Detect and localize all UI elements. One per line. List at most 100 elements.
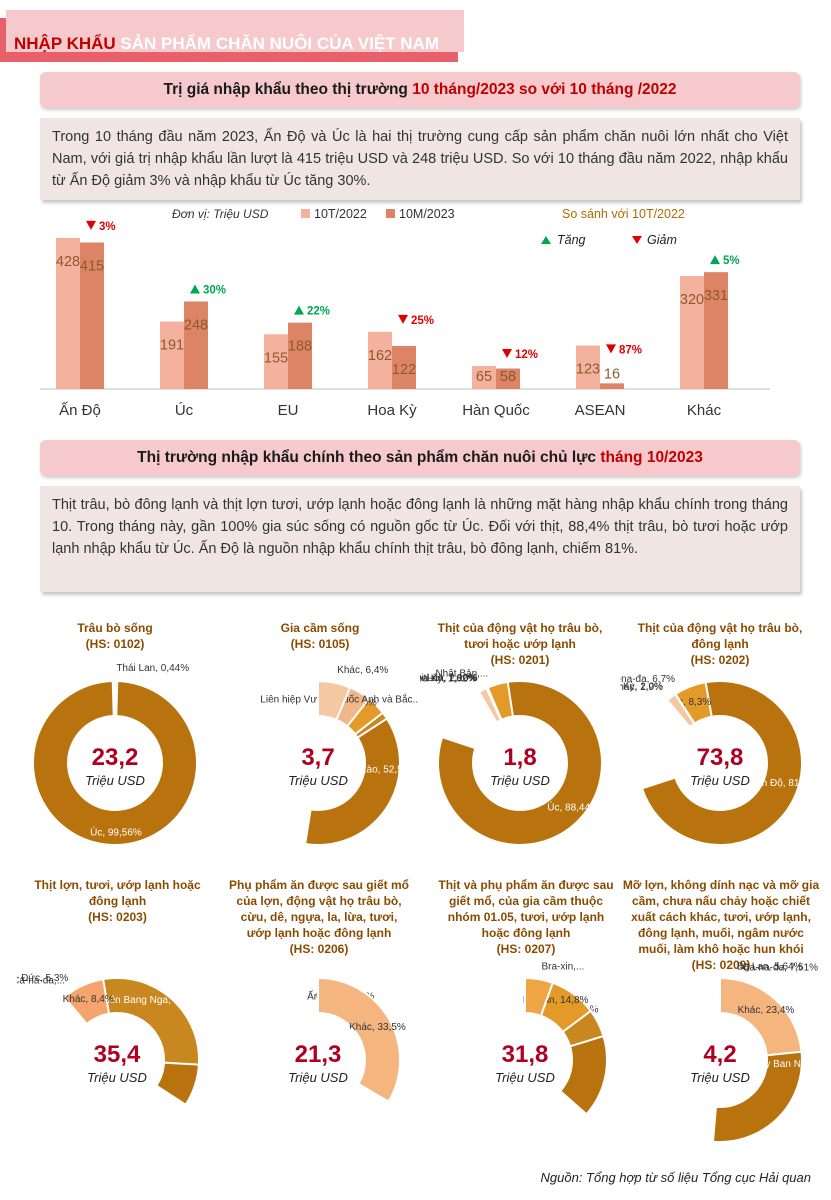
bar-2023 xyxy=(288,322,312,389)
donut-slice-label: Ca-na-đa, 6,7% xyxy=(620,674,675,685)
change-label: 87% xyxy=(619,344,642,356)
legend-label-2023: 10M/2023 xyxy=(399,207,455,221)
donut-center-value: 35,4 xyxy=(94,1041,141,1068)
section1-heading: Trị giá nhập khẩu theo thị trường 10 thá… xyxy=(40,72,800,108)
donut-title-text: Mỡ lợn, không dính nạc và mỡ gia cầm, ch… xyxy=(622,878,820,956)
value-label-2022: 320 xyxy=(680,292,704,308)
donut-slice xyxy=(524,976,555,1018)
donut-title: Thịt của động vật họ trâu bò, tươi hoặc … xyxy=(430,620,610,668)
value-label-2023: 248 xyxy=(184,317,208,333)
category-label: Úc xyxy=(175,402,194,419)
donut-center-value: 4,2 xyxy=(703,1041,736,1068)
value-label-2023: 331 xyxy=(704,288,728,304)
donut-chart: Đức, 24,13%Liên Bang Nga, 20,54%Úc, 11,0… xyxy=(273,976,412,1105)
donut-title: Thịt và phụ phẩm ăn được sau giết mổ, củ… xyxy=(435,877,617,957)
donut-slice-label: Khác, 23,4% xyxy=(738,1005,795,1016)
change-label: 12% xyxy=(515,349,538,361)
title-band-front xyxy=(6,10,464,52)
donut-slice-label: Khác, 6,4% xyxy=(337,665,388,676)
donut-slice xyxy=(317,679,352,722)
value-label-2022: 123 xyxy=(576,362,600,378)
value-label-2023: 58 xyxy=(500,369,516,385)
section2-heading: Thị trường nhập khẩu chính theo sản phẩm… xyxy=(40,440,800,476)
donut-chart: Bra-xin, 45,3%Liên Bang Nga, 37%Đức, 5,3… xyxy=(17,973,200,1107)
donut-slice-label: Niu Di-Lân, 2,10% xyxy=(420,673,478,684)
change-label: 30% xyxy=(203,284,226,296)
bar-chart: Đơn vị: Triệu USD 10T/2022 10M/2023 So sánh… xyxy=(40,207,770,419)
value-label-2022: 162 xyxy=(368,348,392,364)
change-down-icon xyxy=(398,314,408,324)
legend-down-icon xyxy=(632,236,642,244)
category-label: Ấn Độ xyxy=(59,402,101,419)
donut-chart: Úc, 99,56% Thái Lan, 0,44% 23,2 Triệu USD xyxy=(32,663,198,846)
donut-title: Phụ phẩm ăn được sau giết mổ của lợn, độ… xyxy=(228,877,410,957)
donut-slice-label: Lào, 52,5% xyxy=(361,764,412,775)
value-label-2023: 16 xyxy=(604,366,620,382)
donut-slice-label: Khác, 1,9% xyxy=(620,682,663,693)
category-label: Hàn Quốc xyxy=(462,402,530,419)
donut-hole xyxy=(675,718,765,808)
donut-slice-label: Tây Ban Nha,... xyxy=(754,1059,820,1070)
donut-slice-label: Ca-na-đa,... xyxy=(17,975,65,986)
donut-code: (HS: 0202) xyxy=(690,653,750,667)
change-up-icon xyxy=(294,305,304,315)
donut-hole xyxy=(273,718,363,808)
legend-up-icon xyxy=(541,236,551,244)
donut-slice-label: Bra-xin,... xyxy=(542,961,585,972)
donut-center-value: 73,8 xyxy=(697,744,744,771)
donut-title: Mỡ lợn, không dính nạc và mỡ gia cầm, ch… xyxy=(622,877,820,973)
donut-slice-label: Ấn Độ, 81,1% xyxy=(755,776,817,789)
donut-slice xyxy=(114,679,119,718)
change-up-icon xyxy=(710,255,720,265)
value-label-2022: 155 xyxy=(264,350,288,366)
donut-title-text: Trâu bò sống xyxy=(77,621,153,635)
category-label: Hoa Kỳ xyxy=(367,402,417,419)
donut-code: (HS: 0102) xyxy=(85,637,145,651)
page-title-banner: NHẬP KHẨU SẢN PHẨM CHĂN NUÔI CỦA VIỆT NA… xyxy=(0,8,468,64)
donut-slice-label: Liên Bang Nga, 37% xyxy=(102,995,194,1006)
legend-label-2022: 10T/2022 xyxy=(314,207,367,221)
change-label: 5% xyxy=(723,255,740,267)
legend-swatch-2023 xyxy=(386,209,395,218)
bar-2022 xyxy=(472,366,496,389)
category-label: ASEAN xyxy=(575,402,626,419)
donut-code: (HS: 0206) xyxy=(289,942,349,956)
donut-slice xyxy=(62,978,111,1026)
bar-2023 xyxy=(704,272,728,389)
change-down-icon xyxy=(606,344,616,354)
value-label-2022: 65 xyxy=(476,369,492,385)
value-label-2022: 428 xyxy=(56,254,80,270)
section1-paragraph: Trong 10 tháng đầu năm 2023, Ấn Độ và Úc… xyxy=(40,118,800,200)
bar-2022 xyxy=(368,331,392,389)
donut-center-unit: Triệu USD xyxy=(690,1070,750,1085)
bar-2022 xyxy=(160,321,184,389)
donut-chart: Ấn Độ, 81,1%Ca-na-đa, 6,7%Úc, 8,3%Hoa Kỳ… xyxy=(620,674,817,846)
bar-2022 xyxy=(56,237,80,389)
donut-center-value: 21,3 xyxy=(295,1041,342,1068)
category-label: Khác xyxy=(687,402,722,419)
bar-2022 xyxy=(576,345,600,389)
bar-2023 xyxy=(392,345,416,389)
donut-slice xyxy=(665,692,696,729)
bar-2023 xyxy=(496,368,520,389)
donut-slice xyxy=(317,976,401,1104)
change-down-icon xyxy=(86,220,96,230)
donut-title-text: Thịt và phụ phẩm ăn được sau giết mổ, củ… xyxy=(438,878,614,940)
donut-code: (HS: 0209) xyxy=(691,958,751,972)
donut-slice-label: Ba Lan, 14,8% xyxy=(523,995,589,1006)
donut-title: Gia cầm sống (HS: 0105) xyxy=(235,620,405,652)
section1-heading-highlight: 10 tháng/2023 so với 10 tháng /2022 xyxy=(412,81,677,98)
donut-slice-label: Ác-hen-ti-na, 1,90% xyxy=(420,671,477,684)
donut-center-unit: Triệu USD xyxy=(288,773,348,788)
unit-label: Đơn vị: Triệu USD xyxy=(172,207,269,221)
legend-swatch-2022 xyxy=(301,209,310,218)
value-label-2023: 415 xyxy=(80,259,104,275)
donut-slice-label: Khác, 8,4% xyxy=(63,994,114,1005)
donut-title-text: Thịt của động vật họ trâu bò, đông lạnh xyxy=(637,621,803,651)
donut-hole xyxy=(675,1015,765,1105)
donut-slice-label: Úc, 88,44% xyxy=(547,800,599,813)
donut-title-text: Thịt của động vật họ trâu bò, tươi hoặc … xyxy=(437,621,603,651)
donut-center-unit: Triệu USD xyxy=(85,773,145,788)
change-up-icon xyxy=(190,284,200,294)
donut-slice-label: Hoa Kỳ, 2,0% xyxy=(620,682,663,693)
